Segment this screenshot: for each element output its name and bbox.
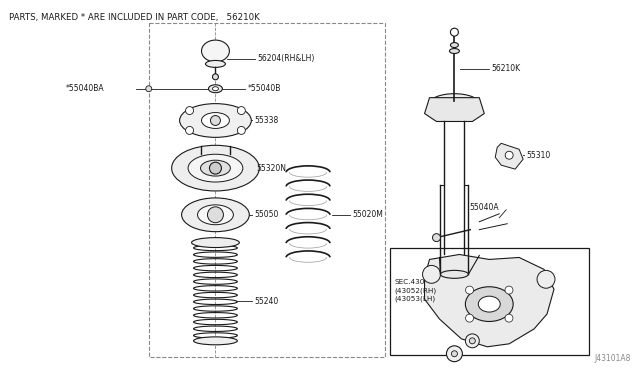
Circle shape: [465, 286, 474, 294]
Circle shape: [212, 74, 218, 80]
Text: 56204(RH&LH): 56204(RH&LH): [257, 54, 315, 64]
Circle shape: [451, 28, 458, 36]
Text: 55020M: 55020M: [352, 210, 383, 219]
Circle shape: [447, 346, 462, 362]
Polygon shape: [495, 143, 523, 169]
Circle shape: [211, 116, 220, 125]
Circle shape: [537, 270, 555, 288]
Ellipse shape: [193, 337, 237, 345]
Circle shape: [422, 265, 440, 283]
Ellipse shape: [429, 94, 479, 113]
Ellipse shape: [451, 42, 458, 48]
Circle shape: [209, 162, 221, 174]
Circle shape: [465, 334, 479, 348]
Ellipse shape: [440, 270, 468, 278]
Text: *55040B: *55040B: [247, 84, 281, 93]
Ellipse shape: [188, 154, 243, 182]
Ellipse shape: [180, 104, 252, 137]
Circle shape: [505, 151, 513, 159]
Ellipse shape: [209, 85, 223, 93]
Text: 55310: 55310: [526, 151, 550, 160]
Circle shape: [451, 351, 458, 357]
Text: 55240: 55240: [254, 296, 278, 306]
Ellipse shape: [212, 87, 218, 91]
Ellipse shape: [202, 113, 229, 128]
Ellipse shape: [182, 198, 250, 232]
Text: 55338: 55338: [254, 116, 278, 125]
Circle shape: [146, 86, 152, 92]
Ellipse shape: [478, 296, 500, 312]
Circle shape: [433, 234, 440, 241]
Bar: [148, 23, 385, 357]
Circle shape: [505, 314, 513, 322]
Ellipse shape: [449, 48, 460, 54]
Text: PARTS, MARKED * ARE INCLUDED IN PART CODE,   56210K: PARTS, MARKED * ARE INCLUDED IN PART COD…: [10, 13, 260, 22]
Text: 55050: 55050: [254, 210, 278, 219]
Ellipse shape: [465, 287, 513, 321]
Circle shape: [469, 338, 476, 344]
Text: 56210K: 56210K: [492, 64, 520, 73]
Ellipse shape: [200, 160, 230, 176]
Ellipse shape: [191, 238, 239, 247]
Circle shape: [505, 286, 513, 294]
Ellipse shape: [172, 145, 259, 191]
Ellipse shape: [202, 40, 229, 62]
Text: *55040BA: *55040BA: [66, 84, 105, 93]
Circle shape: [186, 126, 193, 134]
Text: SEC.430
(43052(RH)
(43053(LH): SEC.430 (43052(RH) (43053(LH): [395, 279, 436, 302]
Circle shape: [186, 107, 193, 115]
Text: J43101A8: J43101A8: [595, 354, 630, 363]
Text: 55320N: 55320N: [256, 164, 286, 173]
Circle shape: [237, 107, 245, 115]
Ellipse shape: [205, 60, 225, 67]
Text: 55040A: 55040A: [469, 203, 499, 212]
Circle shape: [237, 126, 245, 134]
Circle shape: [465, 314, 474, 322]
Bar: [390, 247, 589, 355]
Polygon shape: [424, 254, 554, 347]
Polygon shape: [424, 98, 484, 122]
Ellipse shape: [198, 205, 234, 225]
Circle shape: [207, 207, 223, 223]
